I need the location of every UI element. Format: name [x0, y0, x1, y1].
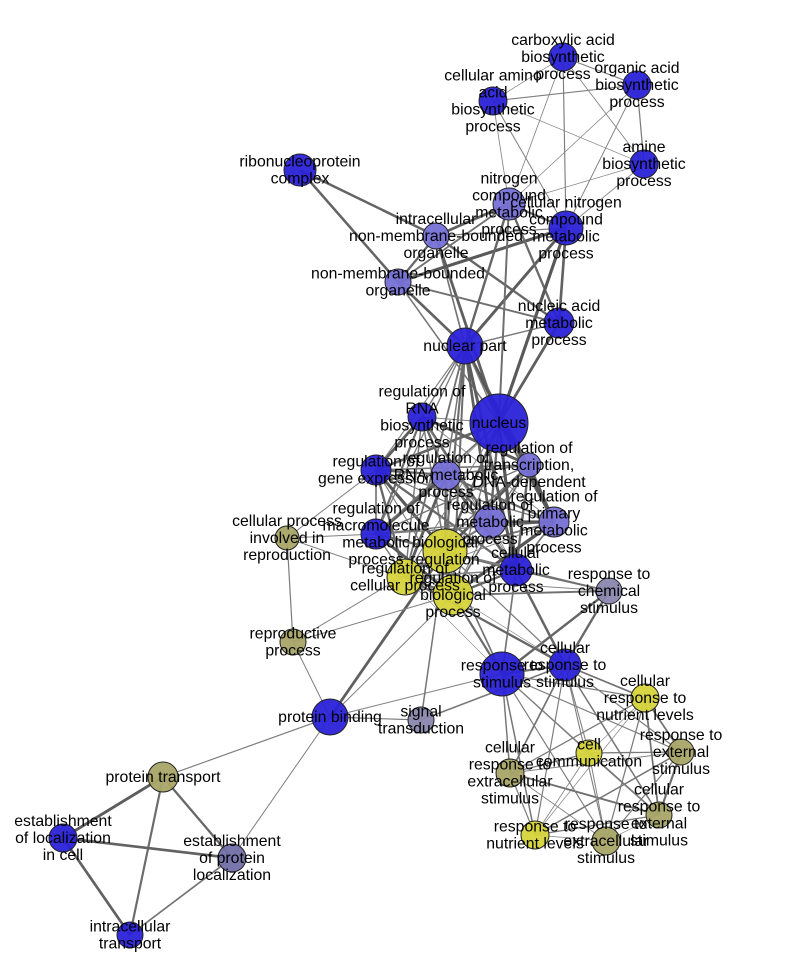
svg-text:biological: biological: [412, 535, 478, 552]
svg-text:intracellular: intracellular: [396, 211, 477, 228]
svg-text:regulation of: regulation of: [379, 384, 467, 401]
svg-text:amine: amine: [622, 139, 665, 156]
svg-text:nucleic acid: nucleic acid: [518, 298, 601, 315]
svg-text:biosynthetic: biosynthetic: [380, 418, 464, 435]
svg-text:stimulus: stimulus: [536, 674, 594, 691]
svg-text:biosynthetic: biosynthetic: [595, 77, 679, 94]
svg-text:organelle: organelle: [404, 245, 469, 262]
svg-text:regulation of: regulation of: [403, 450, 491, 467]
svg-text:acid: acid: [479, 85, 508, 102]
svg-text:reproductive: reproductive: [250, 626, 337, 643]
svg-text:regulation of: regulation of: [410, 570, 498, 587]
svg-text:regulation of: regulation of: [511, 489, 599, 506]
svg-text:protein transport: protein transport: [105, 769, 221, 786]
svg-text:in cell: in cell: [43, 847, 83, 864]
svg-text:cellular: cellular: [620, 673, 670, 690]
svg-text:signal: signal: [400, 704, 441, 721]
svg-text:process: process: [265, 643, 320, 660]
svg-text:extracellular: extracellular: [467, 774, 552, 791]
svg-text:nutrient levels: nutrient levels: [596, 707, 694, 724]
svg-text:process: process: [394, 435, 449, 452]
svg-text:reproduction: reproduction: [243, 547, 331, 564]
svg-text:non-membrane-bounded: non-membrane-bounded: [311, 266, 485, 283]
svg-text:metabolic: metabolic: [456, 514, 524, 531]
svg-text:cellular nitrogen: cellular nitrogen: [510, 195, 622, 212]
svg-text:protein binding: protein binding: [278, 709, 382, 726]
svg-text:regulation of: regulation of: [333, 501, 421, 518]
svg-text:transport: transport: [99, 936, 162, 953]
svg-text:metabolic: metabolic: [525, 315, 593, 332]
svg-text:carboxylic acid: carboxylic acid: [511, 32, 615, 49]
svg-text:response to: response to: [618, 799, 701, 816]
svg-text:biosynthetic: biosynthetic: [521, 49, 605, 66]
svg-text:process: process: [538, 246, 593, 263]
svg-text:transduction: transduction: [378, 721, 464, 738]
svg-text:response to: response to: [640, 727, 723, 744]
svg-text:organic acid: organic acid: [594, 60, 679, 77]
svg-text:extracellular: extracellular: [563, 833, 648, 850]
svg-text:metabolic: metabolic: [520, 523, 588, 540]
svg-text:process: process: [488, 579, 543, 596]
svg-text:transcription,: transcription,: [484, 457, 574, 474]
svg-text:stimulus: stimulus: [481, 791, 539, 808]
svg-text:process: process: [616, 173, 671, 190]
svg-text:process: process: [465, 119, 520, 136]
svg-text:cellular: cellular: [634, 782, 684, 799]
svg-text:biosynthetic: biosynthetic: [602, 156, 686, 173]
svg-text:response to: response to: [524, 657, 607, 674]
svg-text:cellular process: cellular process: [232, 513, 342, 530]
svg-text:process: process: [425, 604, 480, 621]
svg-text:cellular: cellular: [540, 640, 590, 657]
svg-text:response to: response to: [568, 566, 651, 583]
svg-text:cell: cell: [577, 737, 601, 754]
svg-text:cellular: cellular: [485, 740, 535, 757]
svg-text:cellular: cellular: [491, 545, 541, 562]
svg-text:process: process: [531, 332, 586, 349]
svg-text:of protein: of protein: [199, 850, 265, 867]
svg-text:process: process: [535, 66, 590, 83]
svg-text:process: process: [609, 94, 664, 111]
svg-text:stimulus: stimulus: [577, 850, 635, 867]
svg-text:localization: localization: [193, 867, 271, 884]
svg-text:establishment: establishment: [183, 833, 281, 850]
svg-text:stimulus: stimulus: [580, 600, 638, 617]
svg-text:response to: response to: [565, 816, 648, 833]
svg-text:non-membrane-bounded: non-membrane-bounded: [349, 228, 523, 245]
svg-text:stimulus: stimulus: [652, 761, 710, 778]
svg-text:establishment: establishment: [14, 813, 112, 830]
svg-text:chemical: chemical: [578, 583, 640, 600]
svg-text:biological: biological: [420, 587, 486, 604]
svg-text:stimulus: stimulus: [473, 675, 531, 692]
svg-text:regulation of: regulation of: [486, 440, 574, 457]
svg-text:communication: communication: [536, 754, 642, 771]
svg-text:nucleus: nucleus: [472, 415, 527, 432]
svg-text:of localization: of localization: [15, 830, 111, 847]
svg-text:complex: complex: [271, 171, 330, 188]
svg-text:primary: primary: [528, 506, 581, 523]
svg-text:compound: compound: [529, 212, 603, 229]
svg-text:organelle: organelle: [366, 283, 431, 300]
svg-text:external: external: [653, 744, 709, 761]
svg-text:involved in: involved in: [250, 530, 325, 547]
svg-text:metabolic: metabolic: [342, 535, 410, 552]
svg-text:RNA: RNA: [405, 401, 439, 418]
svg-text:nuclear part: nuclear part: [423, 338, 507, 355]
svg-text:biosynthetic: biosynthetic: [451, 102, 535, 119]
svg-text:ribonucleoprotein: ribonucleoprotein: [239, 154, 360, 171]
svg-text:cellular amino: cellular amino: [444, 68, 542, 85]
svg-text:metabolic: metabolic: [532, 229, 600, 246]
svg-text:response to: response to: [604, 690, 687, 707]
svg-text:nitrogen: nitrogen: [480, 171, 537, 188]
svg-text:intracellular: intracellular: [90, 919, 171, 936]
